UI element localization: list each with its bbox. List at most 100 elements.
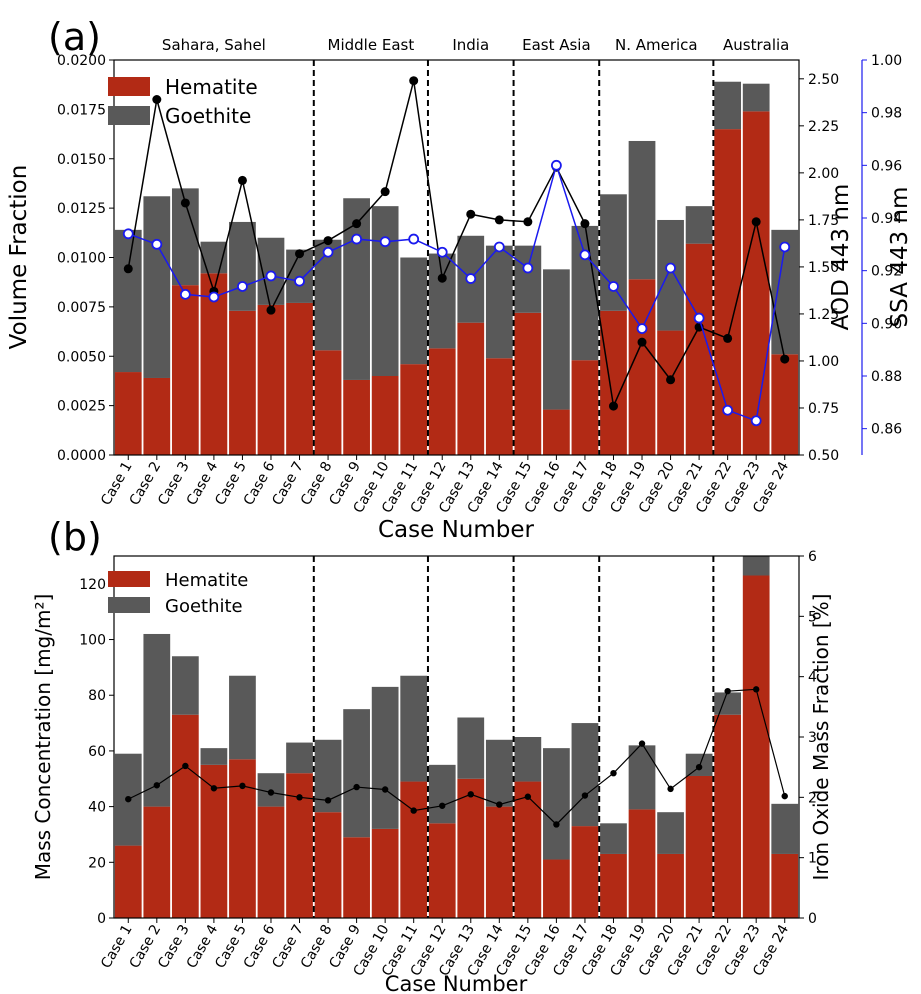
bar-hematite — [314, 350, 342, 455]
region-label: Australia — [723, 36, 789, 54]
ssa-tick-label: 0.90 — [871, 316, 902, 332]
panel-a-legend: Hematite Goethite — [108, 75, 258, 128]
bar-hematite — [200, 273, 228, 455]
ssa-point — [608, 281, 619, 292]
mass-fraction-tick-label: 3 — [808, 730, 817, 746]
ssa-point — [522, 262, 534, 274]
y-tick-label: 60 — [88, 744, 106, 760]
bar-hematite — [742, 575, 770, 918]
panel-a-x-label: Case Number — [378, 517, 535, 543]
ssa-point — [779, 241, 791, 253]
mass-fraction-tick-label: 5 — [808, 609, 817, 625]
panel-b-x-label: Case Number — [385, 972, 528, 994]
bar-hematite — [657, 853, 684, 918]
aod-point — [352, 219, 362, 229]
ssa-point — [265, 270, 277, 282]
bar-hematite — [543, 409, 570, 455]
bar-hematite — [343, 379, 370, 455]
mass-fraction-point — [496, 801, 503, 808]
bar-hematite — [114, 845, 142, 918]
aod-point — [237, 175, 247, 185]
bar-goethite — [371, 206, 399, 376]
bar-hematite — [600, 853, 627, 918]
mass-fraction-point — [695, 763, 703, 771]
bar-goethite — [543, 269, 570, 410]
mass-fraction-point — [267, 789, 275, 796]
mass-fraction-point — [610, 770, 617, 777]
ssa-point — [122, 228, 134, 240]
mass-fraction-point — [239, 782, 246, 790]
y-tick-label: 80 — [88, 688, 106, 704]
aod-point — [466, 209, 476, 219]
aod-tick-label: 2.25 — [808, 119, 839, 135]
bar-hematite — [543, 859, 570, 918]
aod-tick-label: 1.50 — [808, 260, 839, 276]
mass-fraction-point — [524, 793, 532, 800]
bar-goethite — [485, 739, 513, 807]
y-tick-label: 0.0200 — [57, 53, 106, 69]
panel-b-y-label: Mass Concentration [mg/m²] — [31, 594, 55, 881]
aod-point — [409, 76, 419, 86]
bar-hematite — [514, 781, 542, 918]
panel-b-region-dividers — [312, 556, 715, 918]
mass-fraction-point — [381, 786, 389, 793]
region-label: India — [452, 36, 489, 54]
mass-fraction-point — [153, 782, 161, 789]
bar-goethite — [657, 812, 684, 854]
bar-hematite — [457, 778, 485, 918]
y-tick-label: 40 — [88, 800, 106, 816]
bar-goethite — [314, 239, 342, 351]
aod-tick-label: 1.00 — [808, 354, 839, 370]
bar-hematite — [343, 837, 370, 918]
bar-hematite — [400, 364, 428, 455]
aod-point — [437, 273, 447, 283]
ssa-point — [322, 246, 334, 258]
mass-fraction-point — [553, 821, 560, 828]
bar-goethite — [485, 245, 513, 359]
aod-tick-label: 1.75 — [808, 213, 839, 229]
ssa-tick-label: 0.92 — [871, 264, 902, 280]
bar-goethite — [543, 748, 570, 860]
bar-hematite — [428, 823, 456, 918]
legend-goethite-swatch — [108, 106, 150, 125]
y-tick-label: 0.0100 — [57, 251, 106, 267]
bar-hematite — [171, 714, 199, 918]
ssa-point — [151, 238, 163, 250]
legend-goethite-label: Goethite — [165, 104, 251, 128]
bar-hematite — [171, 285, 199, 455]
legend-hematite-label: Hematite — [165, 75, 258, 99]
ssa-tick-label: 0.98 — [871, 106, 902, 122]
bar-goethite — [200, 748, 228, 765]
mass-fraction-point — [353, 783, 360, 791]
mass-fraction-point — [724, 687, 731, 695]
legend-hematite-swatch — [108, 571, 150, 587]
ssa-point — [294, 275, 305, 287]
aod-point — [295, 249, 305, 259]
bar-hematite — [457, 322, 485, 455]
mass-fraction-tick-label: 4 — [808, 670, 817, 686]
ssa-point — [408, 233, 420, 245]
mass-fraction-point — [667, 785, 674, 793]
mass-fraction-tick-label: 6 — [808, 549, 817, 565]
ssa-tick-label: 0.86 — [871, 422, 902, 438]
aod-point — [751, 217, 761, 227]
bar-goethite — [600, 194, 627, 311]
aod-point — [180, 198, 190, 208]
ssa-point — [722, 404, 734, 416]
mass-fraction-series — [125, 686, 788, 828]
panel-a-bars — [114, 81, 799, 455]
bar-goethite — [114, 229, 142, 373]
bar-hematite — [742, 111, 770, 455]
bar-hematite — [229, 310, 256, 455]
ssa-series — [122, 159, 791, 427]
bar-hematite — [771, 853, 799, 918]
bar-goethite — [400, 675, 428, 782]
bar-goethite — [742, 556, 770, 576]
aod-point — [152, 95, 162, 104]
bar-hematite — [571, 826, 599, 918]
ssa-point — [351, 233, 363, 245]
mass-fraction-axis: 0 1 2 3 4 5 6 — [799, 549, 817, 927]
ssa-tick-label: 0.94 — [871, 211, 902, 227]
